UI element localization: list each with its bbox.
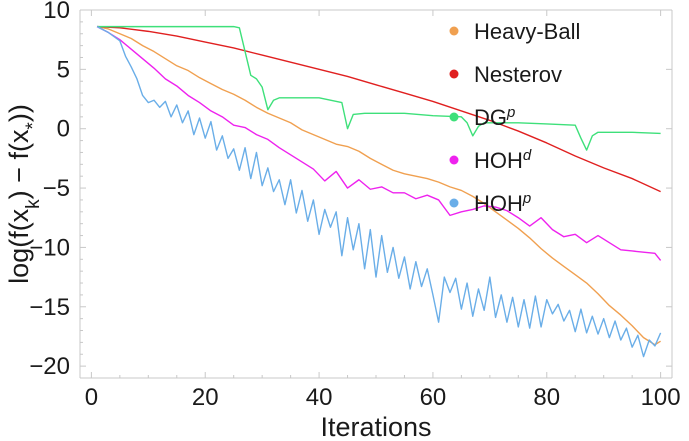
legend-label-base: Nesterov <box>474 62 562 87</box>
legend-entry: Heavy-Ball <box>449 19 580 44</box>
legend-marker <box>449 112 459 122</box>
x-axis-label: Iterations <box>320 412 431 441</box>
legend-label: HOHp <box>474 190 531 217</box>
y-axis-label-pre: log(f(x <box>4 208 34 284</box>
legend-label-sup: p <box>506 104 515 121</box>
series-line-hohp <box>96 25 662 358</box>
y-tick-label: 10 <box>43 0 70 24</box>
y-tick-label: 5 <box>57 56 70 83</box>
y-tick-label: 0 <box>57 116 70 143</box>
legend-entry: Nesterov <box>449 62 562 87</box>
legend-label: Heavy-Ball <box>474 19 580 44</box>
series-line-dgp <box>97 25 661 151</box>
x-tick-label: 100 <box>641 384 681 411</box>
legend-entry: HOHp <box>449 190 531 217</box>
series-layer <box>96 25 662 358</box>
legend-marker <box>449 69 459 79</box>
y-axis-label-mid: ) − f(x <box>4 129 34 199</box>
y-tick-label: −20 <box>29 353 70 380</box>
legend-marker <box>449 198 459 208</box>
legend-label: Nesterov <box>474 62 562 87</box>
series-line-heavy-ball <box>96 25 661 346</box>
y-axis-label-sub1: k <box>23 199 44 209</box>
x-tick-label: 80 <box>533 384 560 411</box>
axes: 0 20 40 60 80 100 10 5 0 −5 −10 −15 −20 <box>29 0 680 411</box>
x-tick-label: 40 <box>306 384 333 411</box>
x-tick-label: 0 <box>85 384 98 411</box>
legend-label-base: DG <box>474 105 507 130</box>
y-tick-label: −10 <box>29 234 70 261</box>
legend-label-base: Heavy-Ball <box>474 19 580 44</box>
legend-marker <box>449 155 459 165</box>
legend-label-base: HOH <box>474 191 523 216</box>
y-tick-label: −5 <box>43 175 70 202</box>
legend-label-sup: p <box>522 190 531 207</box>
legend-label-base: HOH <box>474 148 523 173</box>
legend-marker <box>449 26 459 36</box>
y-tick-label: −15 <box>29 294 70 321</box>
series-line-nesterov <box>97 25 661 193</box>
legend-label-sup: d <box>523 147 532 164</box>
legend-label: HOHd <box>474 147 532 174</box>
y-axis-label: log(f(xk) − f(x*)) <box>4 104 44 284</box>
y-axis-label-post: )) <box>4 104 34 122</box>
x-tick-label: 20 <box>192 384 219 411</box>
series-line-hohd <box>96 25 662 261</box>
legend-entry: HOHd <box>449 147 532 174</box>
legend-label: DGp <box>474 104 515 131</box>
legend-entry: DGp <box>449 104 515 131</box>
x-tick-label: 60 <box>420 384 447 411</box>
y-axis-label-sub2: * <box>23 122 44 130</box>
